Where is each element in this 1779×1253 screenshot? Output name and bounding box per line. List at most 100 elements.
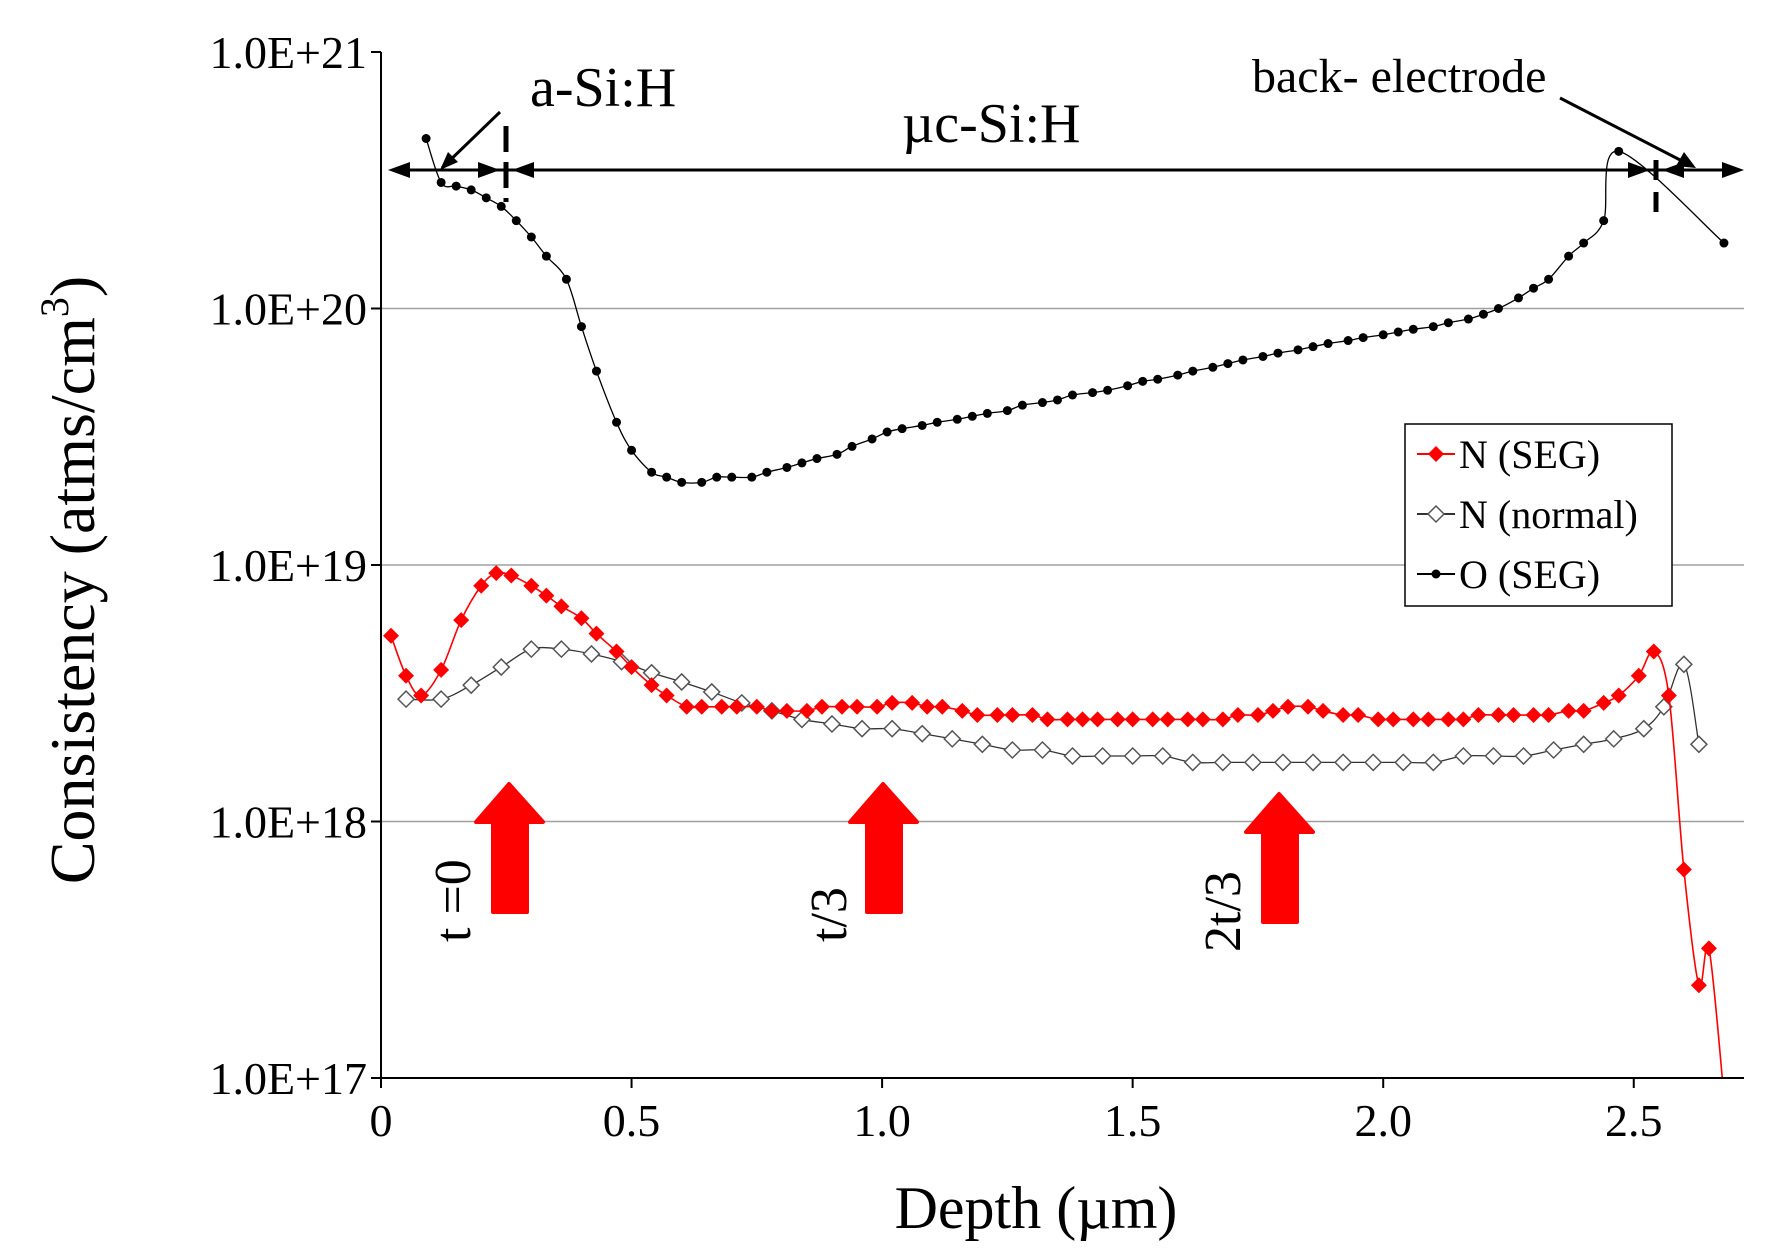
point-n-seg xyxy=(1630,667,1647,684)
point-o-seg xyxy=(1529,283,1539,293)
time-marker-t23: 2t/3 xyxy=(1195,792,1315,952)
point-n-normal xyxy=(1514,746,1533,766)
point-n-seg xyxy=(1455,711,1472,728)
point-n-seg xyxy=(1595,694,1612,711)
point-o-seg xyxy=(932,417,942,427)
point-n-normal xyxy=(432,690,451,709)
point-n-seg xyxy=(553,598,570,615)
point-o-seg xyxy=(982,408,992,418)
point-o-seg xyxy=(1478,309,1488,319)
point-o-seg xyxy=(1123,381,1133,391)
x-tick-label: 2.0 xyxy=(1354,1095,1412,1146)
point-n-seg xyxy=(658,687,675,704)
point-n-normal xyxy=(1123,746,1142,766)
series-n-seg xyxy=(383,565,1724,1078)
point-o-seg xyxy=(1544,274,1554,284)
point-o-seg xyxy=(1343,336,1353,346)
point-o-seg xyxy=(1052,395,1062,405)
point-n-seg xyxy=(1660,687,1677,704)
point-n-seg xyxy=(1385,711,1402,728)
range-markers xyxy=(388,96,1744,218)
x-tick-label: 1.5 xyxy=(1104,1095,1162,1146)
point-n-seg xyxy=(1249,707,1266,724)
point-o-seg xyxy=(1037,398,1047,408)
point-o-seg xyxy=(967,411,977,421)
series xyxy=(383,134,1729,1078)
point-o-seg xyxy=(897,424,907,434)
legend-item-n-seg: N (SEG) xyxy=(1417,432,1600,477)
point-o-seg xyxy=(1258,351,1268,361)
point-n-seg xyxy=(748,698,765,715)
legend-swatch-marker xyxy=(1428,446,1444,462)
point-n-seg xyxy=(919,698,936,715)
point-n-seg xyxy=(1560,702,1577,719)
point-n-seg xyxy=(1109,711,1126,728)
arrowhead-uc-si-start xyxy=(512,162,534,178)
point-n-seg xyxy=(904,694,921,711)
legend-label-o-seg: O (SEG) xyxy=(1459,552,1600,597)
point-n-seg xyxy=(693,698,710,715)
point-o-seg xyxy=(421,134,431,144)
point-n-seg xyxy=(849,698,866,715)
red-arrow-t23 xyxy=(1244,792,1315,924)
point-n-normal xyxy=(396,690,416,709)
point-n-normal xyxy=(822,714,842,734)
point-n-normal xyxy=(1303,753,1323,772)
point-n-seg xyxy=(1214,711,1231,728)
y-tick-label: 1.0E+21 xyxy=(209,27,367,78)
point-n-seg xyxy=(869,698,886,715)
point-n-seg xyxy=(1159,711,1176,728)
point-o-seg xyxy=(1308,342,1318,352)
point-n-normal xyxy=(1604,729,1623,748)
point-n-seg xyxy=(1279,698,1296,715)
point-n-normal xyxy=(1243,753,1262,772)
arrowhead-a-si-end xyxy=(478,162,500,178)
point-o-seg xyxy=(511,216,521,226)
y-axis-title-close: ) xyxy=(37,276,108,297)
point-n-normal xyxy=(522,640,541,659)
point-o-seg xyxy=(1017,400,1027,410)
point-n-normal xyxy=(1273,753,1293,772)
point-n-seg xyxy=(1335,707,1352,724)
pointer-a-si-head xyxy=(440,152,458,170)
point-o-seg xyxy=(1378,330,1388,340)
point-n-seg xyxy=(934,698,951,715)
point-n-seg xyxy=(398,667,415,684)
legend-swatch-marker xyxy=(1426,504,1446,524)
point-o-seg xyxy=(797,458,807,468)
point-n-normal xyxy=(582,644,601,664)
x-tick-label: 0 xyxy=(370,1095,393,1146)
point-n-normal xyxy=(552,640,571,659)
point-o-seg xyxy=(1002,406,1012,416)
point-n-seg xyxy=(383,627,400,644)
pointer-back-electrode xyxy=(1559,96,1685,164)
point-n-seg xyxy=(1315,702,1332,719)
point-o-seg xyxy=(627,445,637,455)
point-n-normal xyxy=(702,682,721,701)
point-n-seg xyxy=(1039,711,1056,728)
point-o-seg xyxy=(712,472,722,482)
point-o-seg xyxy=(952,414,962,424)
point-n-seg xyxy=(1144,711,1161,728)
point-n-seg xyxy=(1089,711,1106,728)
point-n-normal xyxy=(1689,735,1708,754)
y-axis-title-sup: 3 xyxy=(32,297,77,317)
point-n-seg xyxy=(1575,702,1592,719)
point-n-seg xyxy=(989,707,1006,724)
point-o-seg xyxy=(1358,333,1368,343)
time-marker-t3: t/3 xyxy=(801,782,919,942)
arrowhead-uc-si-end xyxy=(1628,162,1650,178)
point-n-seg xyxy=(1370,711,1387,728)
point-n-normal xyxy=(1063,746,1082,766)
point-n-normal xyxy=(1574,735,1593,754)
point-o-seg xyxy=(1273,348,1283,358)
point-n-seg xyxy=(1024,707,1041,724)
point-o-seg xyxy=(762,467,772,477)
point-o-seg xyxy=(812,454,822,464)
point-n-seg xyxy=(1490,707,1507,724)
point-o-seg xyxy=(1408,324,1418,334)
legend-item-o-seg: O (SEG) xyxy=(1417,552,1600,597)
point-o-seg xyxy=(1188,366,1198,376)
point-o-seg xyxy=(1153,374,1163,384)
point-n-normal xyxy=(943,729,962,748)
